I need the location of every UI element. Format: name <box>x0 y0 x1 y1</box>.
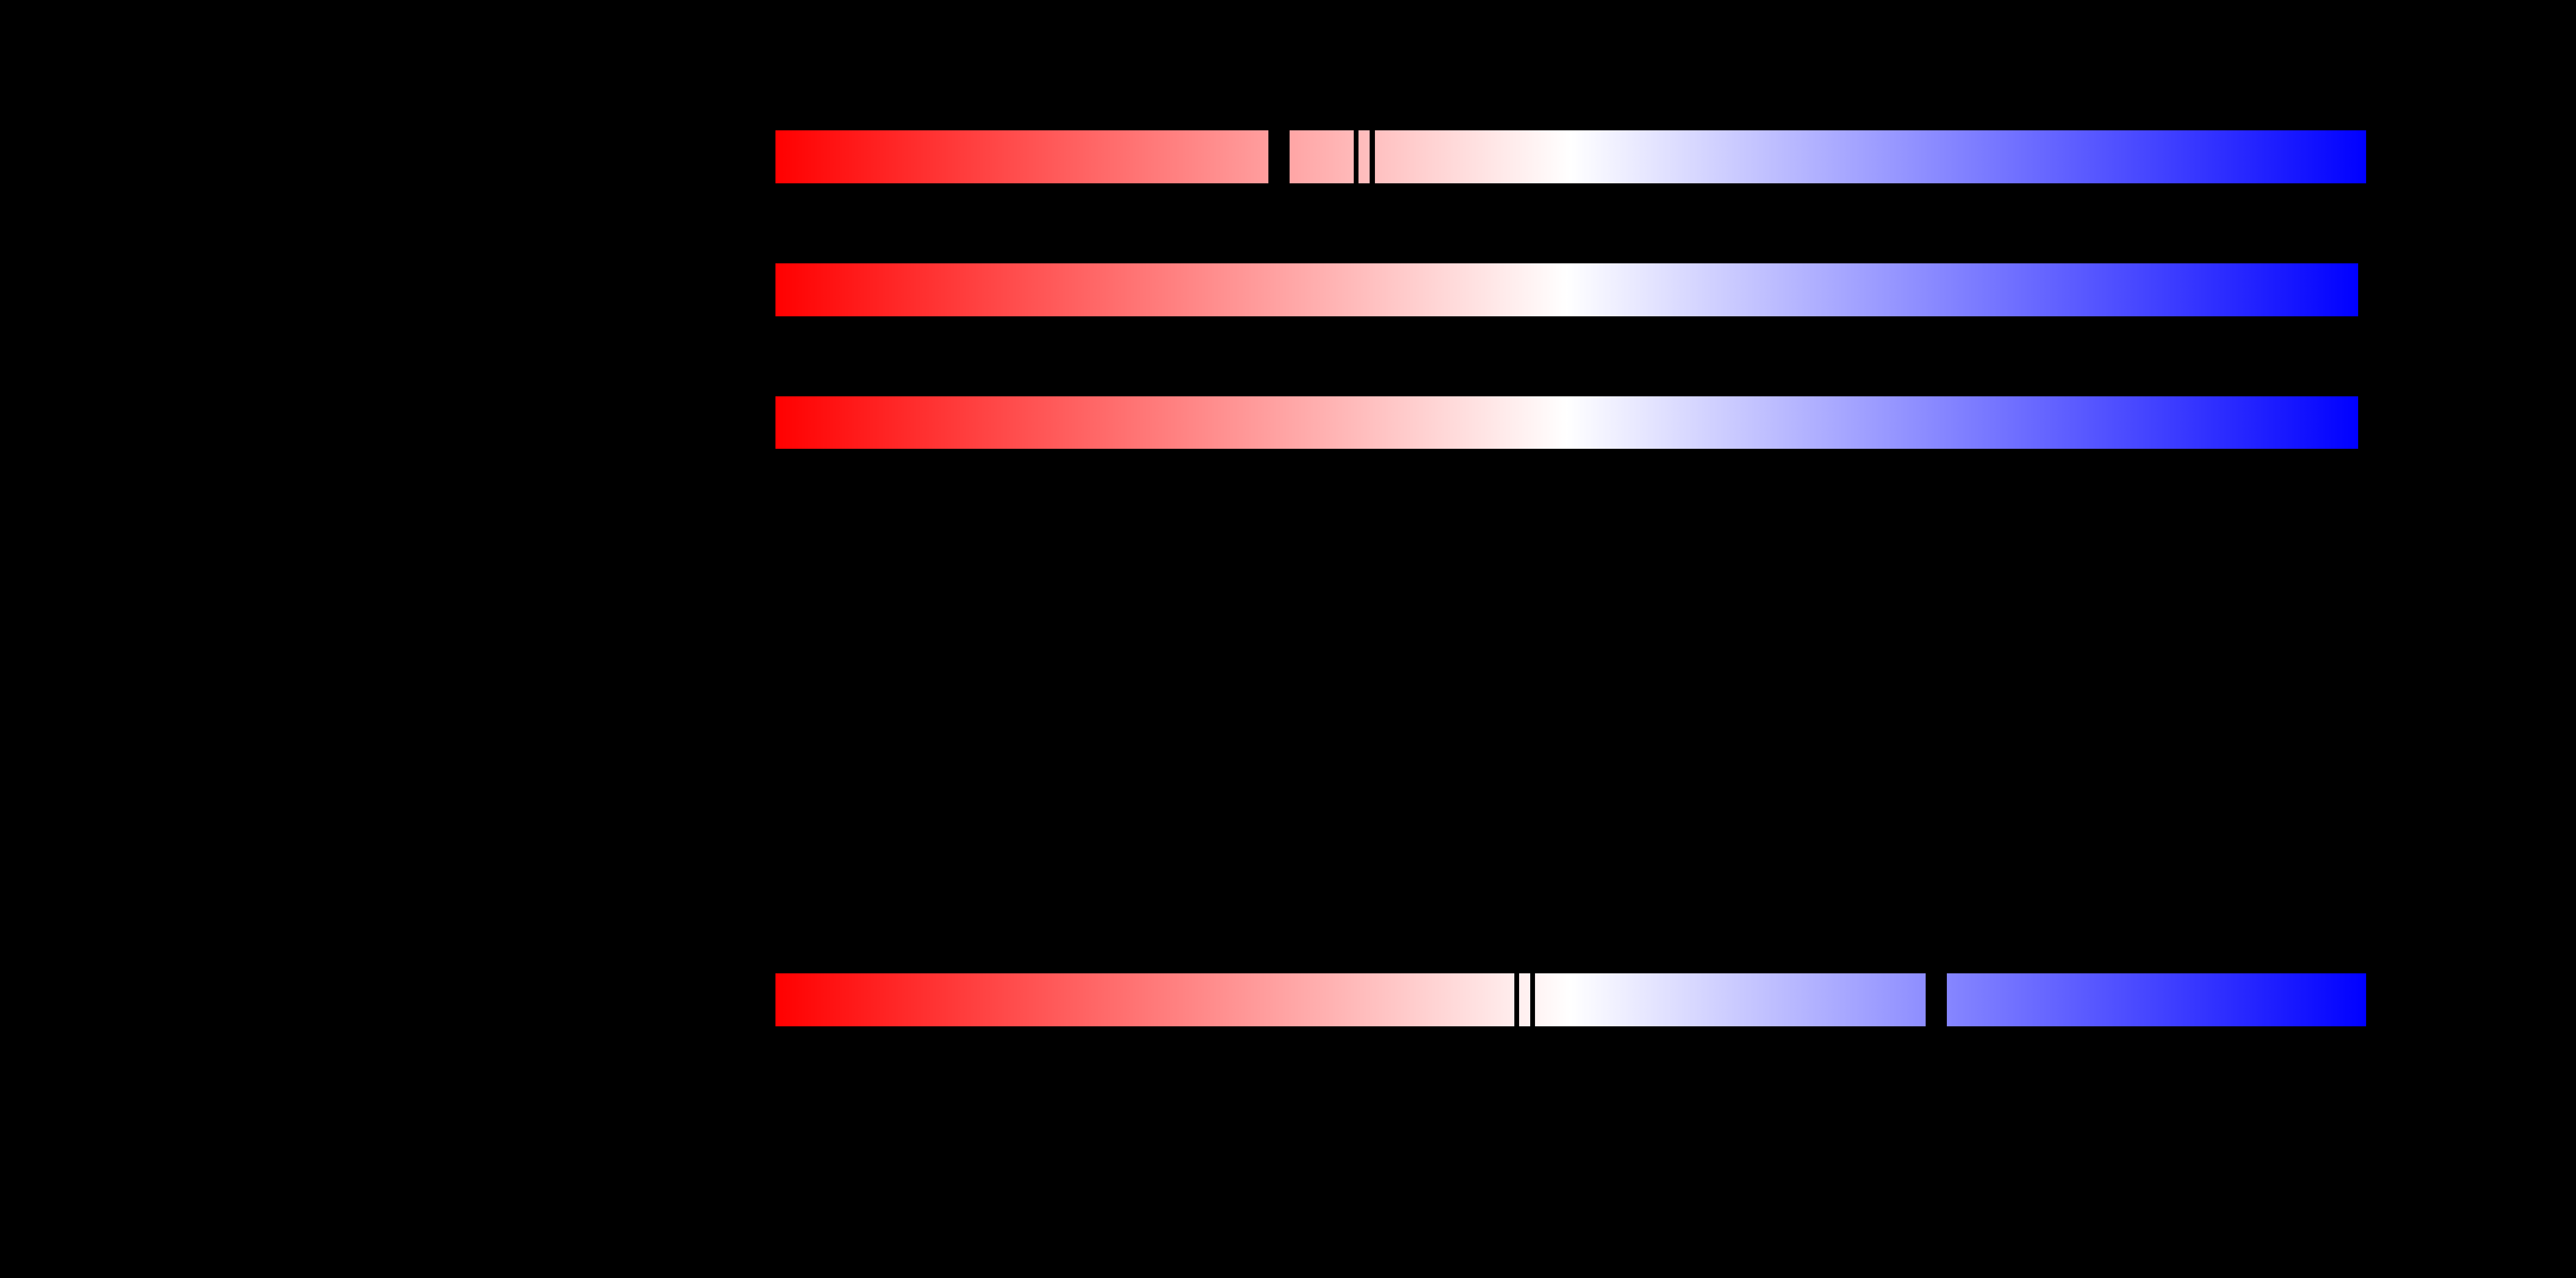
gradient-bar-2 <box>775 263 2358 316</box>
marker-line-thin <box>1530 973 1535 1026</box>
marker-line-thin <box>1514 973 1519 1026</box>
gradient-bar-3 <box>775 396 2358 449</box>
marker-line-thick <box>1926 973 1947 1026</box>
gradient-bar-1 <box>775 130 2366 183</box>
marker-line-thin <box>1370 130 1375 183</box>
marker-line-thick <box>1268 130 1290 183</box>
marker-line-thin <box>1354 130 1358 183</box>
gradient-bar-4 <box>775 973 2366 1026</box>
